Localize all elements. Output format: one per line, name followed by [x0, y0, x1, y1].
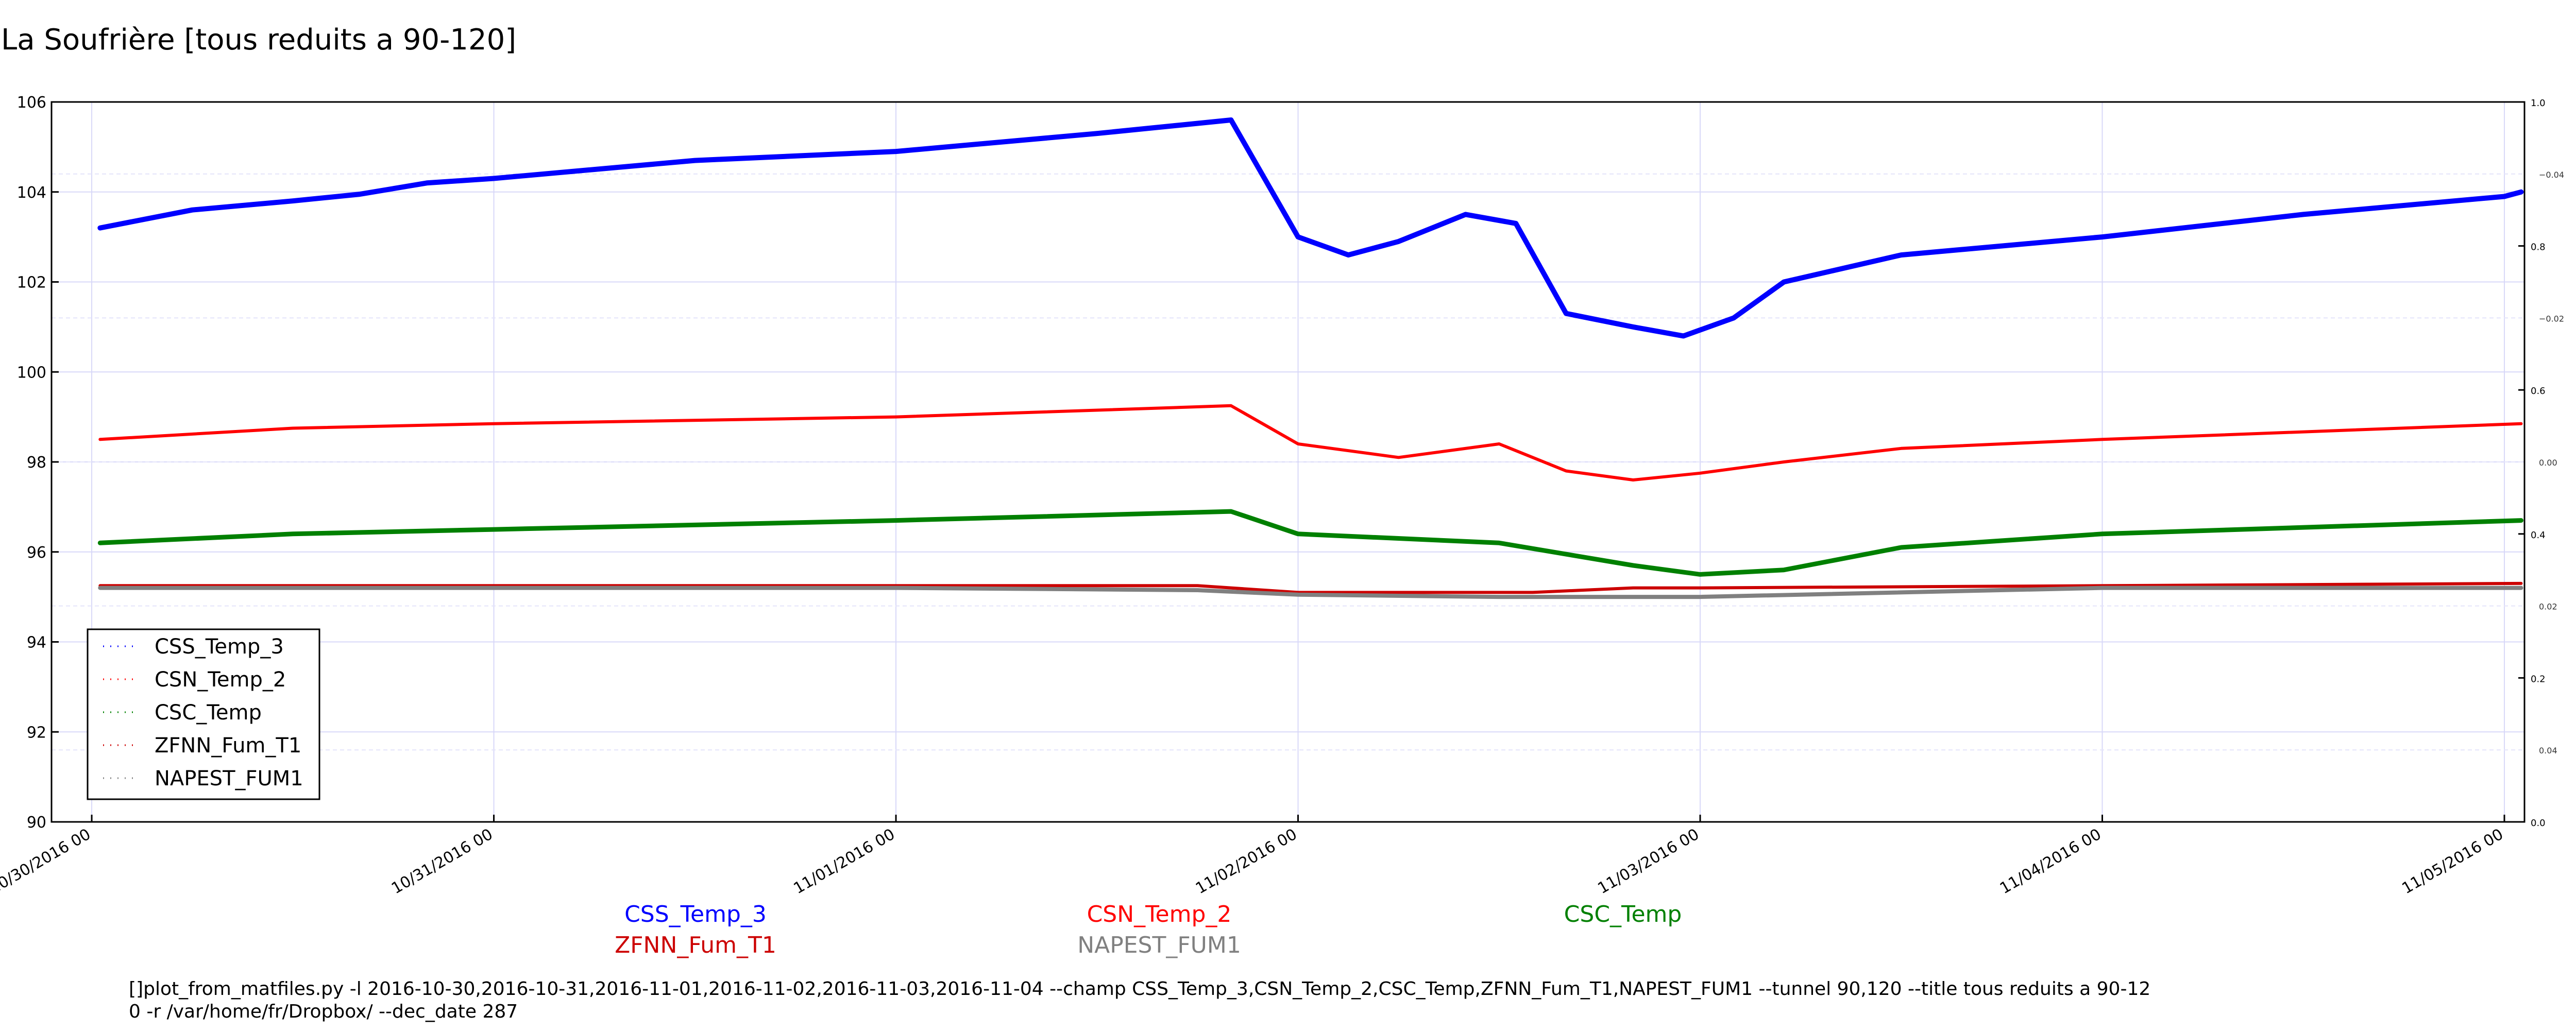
legend-label: ZFNN_Fum_T1: [155, 734, 301, 758]
x-tick-label: 11/01/2016 00: [790, 825, 898, 898]
y-axis: 90 92 94 96 98 100 102 104 106: [17, 94, 59, 832]
y-tick-label: 92: [27, 724, 46, 742]
series-line-zfnn-fum-t1: [98, 581, 2523, 594]
legend: CSS_Temp_3 CSN_Temp_2 CSC_Temp ZFNN_Fum_T1 N…: [87, 628, 320, 800]
command-line-text: 0 -r /var/home/fr/Dropbox/ --dec_date 28…: [129, 1001, 518, 1022]
footer-series-labels: CSS_Temp_3 CSN_Temp_2 CSC_Temp ZFNN_Fum_T1 N…: [615, 901, 1682, 958]
legend-label: NAPEST_FUM1: [155, 767, 303, 790]
series-layer: [97, 117, 2524, 599]
y-tick-label: 90: [27, 814, 46, 832]
command-line: []plot_from_matfiles.py -l 2016-10-30,20…: [129, 978, 2150, 1022]
right-tick-label: 0.2: [2531, 674, 2546, 684]
series-line-csn-temp-2: [98, 404, 2523, 481]
right-tick-label: 0.8: [2531, 242, 2546, 253]
x-tick-label: 11/04/2016 00: [1997, 825, 2105, 898]
footer-label: CSS_Temp_3: [624, 901, 767, 927]
y-tick-label: 94: [27, 634, 46, 652]
right-tick-label: 0.0: [2531, 818, 2546, 829]
footer-label: ZFNN_Fum_T1: [615, 932, 776, 958]
y-tick-label: 98: [27, 454, 46, 472]
y-tick-label: 100: [17, 364, 46, 382]
right-tick-label: 0.4: [2531, 530, 2546, 541]
x-tick-label: 11/02/2016 00: [1193, 825, 1300, 898]
legend-label: CSC_Temp: [155, 701, 262, 725]
x-tick-label: 10/31/2016 00: [388, 825, 496, 898]
right-minor-tick-label: 0.00: [2539, 458, 2557, 468]
footer-label: NAPEST_FUM1: [1077, 932, 1241, 958]
right-tick-label: 0.6: [2531, 386, 2546, 397]
footer-label: CSC_Temp: [1564, 901, 1682, 927]
right-minor-tick-label: 0.02: [2539, 602, 2557, 612]
x-tick-label: 10/30/2016 00: [0, 825, 94, 898]
command-line-text: []plot_from_matfiles.py -l 2016-10-30,20…: [129, 978, 2150, 1000]
series-line-csc-temp: [97, 509, 2523, 577]
right-axis: 0.0 0.2 0.4 0.6 0.8 1.0 0.04 0.02 0.00 −0.02 −0.04: [2518, 98, 2564, 829]
x-axis: 10/30/2016 00 10/31/2016 00 11/01/2016 00 1…: [0, 815, 2506, 898]
series-line-css-temp-3: [97, 117, 2524, 339]
series-line-napest-fum1: [98, 586, 2523, 599]
grid-lines: [52, 101, 2524, 822]
x-tick-label: 11/03/2016 00: [1595, 825, 1702, 898]
y-tick-label: 106: [17, 94, 46, 112]
legend-label: CSS_Temp_3: [155, 635, 284, 659]
legend-box: [87, 628, 320, 800]
right-minor-tick-label: −0.02: [2539, 314, 2564, 323]
x-tick-label: 11/05/2016 00: [2399, 825, 2506, 898]
y-tick-label: 102: [17, 274, 46, 292]
right-minor-tick-label: 0.04: [2539, 746, 2557, 755]
legend-label: CSN_Temp_2: [155, 668, 286, 692]
right-minor-tick-label: −0.04: [2539, 170, 2564, 180]
right-tick-label: 1.0: [2531, 98, 2546, 109]
y-tick-label: 96: [27, 544, 46, 562]
chart-title: La Soufrière [tous reduits a 90-120]: [1, 23, 516, 57]
y-tick-label: 104: [17, 184, 46, 202]
footer-label: CSN_Temp_2: [1087, 901, 1232, 927]
